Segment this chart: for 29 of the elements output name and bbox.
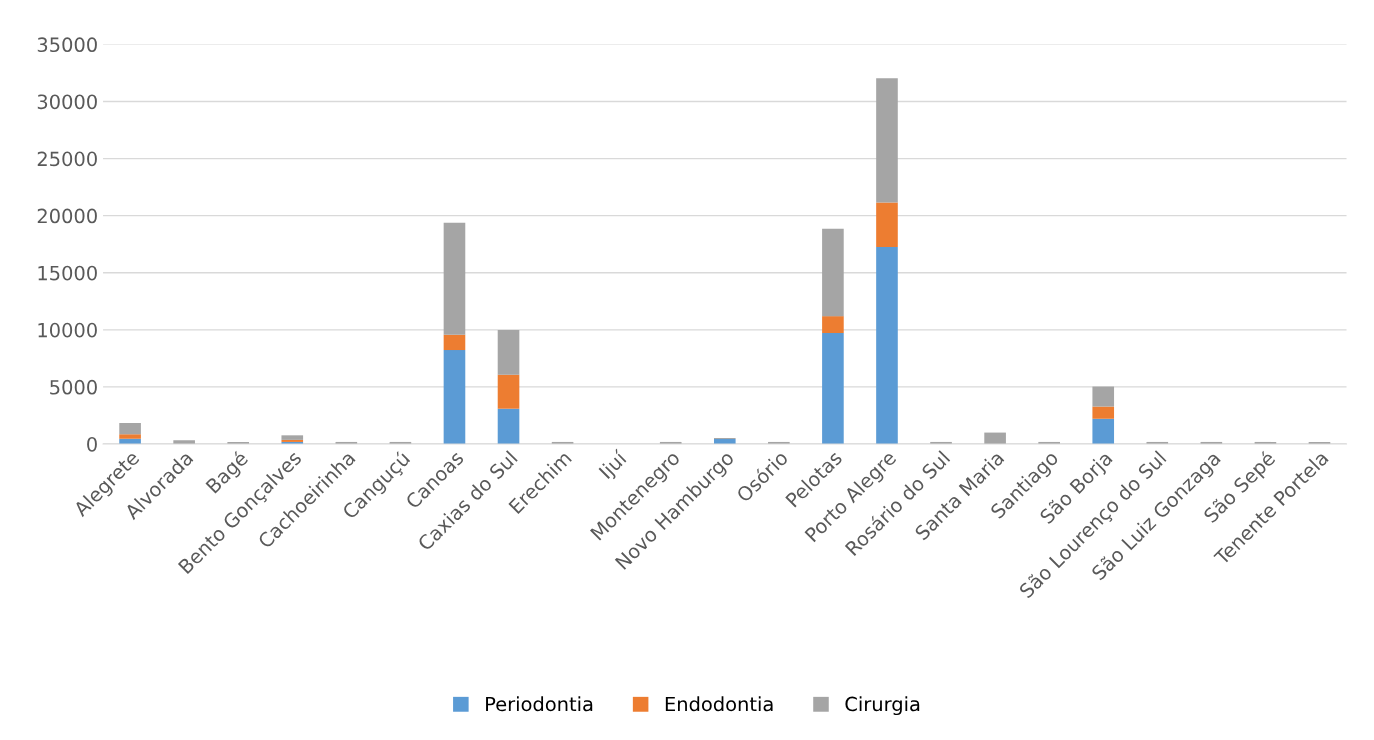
legend-label: Endodontia [665, 696, 773, 712]
bar [876, 247, 898, 444]
bar [443, 334, 466, 351]
bar [876, 78, 898, 203]
bar [497, 408, 520, 444]
bar [497, 330, 520, 375]
bar [822, 316, 844, 334]
bar [822, 228, 844, 317]
legend-label: Cirurgia [845, 696, 920, 716]
y-tick-label: 0 [87, 436, 97, 452]
y-tick-label: 20000 [37, 208, 97, 224]
y-tick-label: 35000 [37, 37, 97, 53]
bar [119, 422, 141, 435]
bar [443, 222, 466, 335]
bar [281, 435, 304, 440]
bar [497, 374, 520, 409]
legend-label: Periodontia [486, 696, 593, 712]
bar [822, 333, 844, 444]
bar [1092, 406, 1115, 419]
bar [119, 434, 141, 439]
bar [1092, 386, 1115, 407]
bar [876, 202, 898, 248]
bar [443, 350, 466, 444]
y-tick-label: 25000 [37, 151, 97, 167]
y-tick-label: 10000 [38, 322, 97, 338]
bar [1092, 418, 1115, 444]
y-tick-label: 15000 [38, 265, 97, 281]
y-tick-label: 5000 [50, 379, 97, 395]
y-tick-label: 30000 [37, 94, 97, 110]
